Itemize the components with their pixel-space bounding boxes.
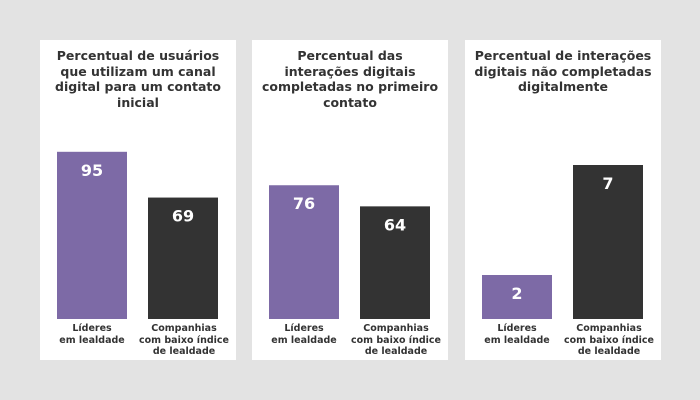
bar-plot: 95 69 [57,151,218,319]
bar-value-label: 2 [511,284,522,303]
category-label: Líderes em lealdade [271,323,337,346]
bar-value-label: 95 [81,161,103,180]
chart-panel-3: Percentual de interações digitais não co… [465,40,661,360]
chart-title: Percentual de interações digitais não co… [474,48,652,94]
category-label: Líderes em lealdade [484,323,550,346]
chart-panel-2: Percentual das interações digitais compl… [252,40,448,360]
bar-companhias [360,206,430,319]
category-label: Companhias com baixo índice de lealdade [351,323,441,357]
category-label: Companhias com baixo índice de lealdade [564,323,654,357]
bar-value-label: 7 [602,174,613,193]
bar-value-label: 76 [293,194,315,213]
bar-companhias [573,165,643,319]
chart-title: Percentual das interações digitais compl… [261,48,439,110]
bar-plot: 27 [482,165,643,319]
bar-lideres [482,275,552,319]
bar-value-label: 69 [172,207,194,226]
chart-title: Percentual de usuários que utilizam um c… [55,48,221,110]
bar-value-label: 64 [384,215,406,234]
bar-plot: 76 64 [269,185,430,319]
bar-companhias [148,197,218,319]
bar-lideres [269,185,339,319]
chart-panel-1: Percentual de usuários que utilizam um c… [40,40,236,360]
category-label: Companhias com baixo índice de lealdade [139,323,229,357]
category-label: Líderes em lealdade [59,323,125,346]
bar-lideres [57,151,127,319]
